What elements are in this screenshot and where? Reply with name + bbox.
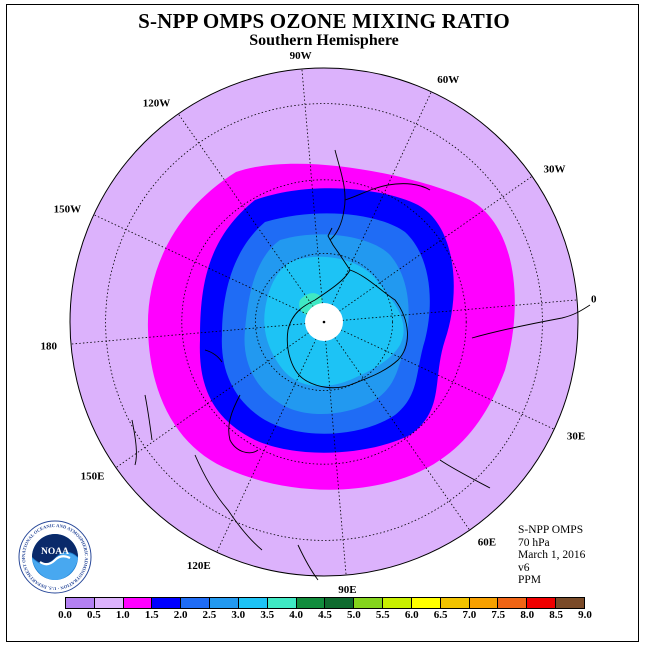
colorbar-label: 4.5	[318, 609, 332, 621]
info-version: v6	[518, 561, 530, 574]
colorbar-label: 1.0	[115, 609, 130, 621]
colorbar-segment	[66, 598, 95, 608]
longitude-label: 60W	[437, 74, 459, 86]
longitude-label: 30E	[567, 430, 585, 442]
colorbar-segment	[152, 598, 182, 608]
meridian-line	[216, 321, 325, 553]
longitude-label: 150W	[54, 204, 82, 216]
colorbar-label: 5.5	[375, 609, 390, 621]
colorbar-segment	[267, 598, 297, 608]
longitude-label: 30W	[544, 163, 566, 175]
colorbar-labels: 0.0 0.5 1.0 1.5 2.0 2.5 3.0 3.5 4.0 4.5 5.0 5.5 6.0 6…	[0, 609, 648, 623]
colorbar-segment	[469, 598, 499, 608]
colorbar-segment	[498, 598, 528, 608]
colorbar-segment	[354, 598, 384, 608]
info-level: 70 hPa	[518, 536, 550, 549]
colorbar-segment	[440, 598, 470, 608]
colorbar-label: 8.0	[520, 609, 535, 621]
meridian-line	[323, 175, 533, 323]
longitude-label: 120E	[187, 560, 211, 572]
south-pole-marker	[322, 320, 326, 324]
colorbar-segment	[411, 598, 441, 608]
meridian-line	[323, 299, 578, 323]
colorbar-label: 6.5	[433, 609, 448, 621]
coastlines	[131, 149, 591, 581]
meridian-line	[177, 113, 325, 323]
colorbar-label: 1.5	[144, 609, 159, 621]
colorbar-label: 2.0	[173, 609, 188, 621]
colorbar	[65, 597, 585, 609]
colorbar-label: 8.5	[549, 609, 563, 621]
colorbar-label: 0.0	[58, 609, 72, 621]
colorbar-label: 2.5	[202, 609, 217, 621]
colorbar-segment	[210, 598, 239, 608]
logo-text: NOAA	[41, 547, 69, 557]
colorbar-label: 4.0	[289, 609, 303, 621]
latitude-circle	[105, 103, 543, 541]
colorbar-segment	[123, 598, 153, 608]
colorbar-segment	[238, 598, 268, 608]
longitude-label: 90W	[290, 50, 312, 62]
colorbar-segment	[296, 598, 326, 608]
colorbar-label: 5.0	[347, 609, 361, 621]
colorbar-label: 7.5	[491, 609, 506, 621]
colorbar-label: 3.0	[231, 609, 246, 621]
longitude-label: 150E	[81, 471, 105, 483]
colorbar-label: 0.5	[87, 609, 101, 621]
meridian-line	[93, 214, 325, 323]
colorbar-label: 6.0	[404, 609, 419, 621]
colorbar-segment	[325, 598, 355, 608]
colorbar-segment	[527, 598, 557, 608]
colorbar-segment	[94, 598, 124, 608]
meridian-line	[323, 321, 471, 531]
colorbar-label: 3.5	[260, 609, 275, 621]
latitude-circle	[181, 179, 467, 465]
colorbar-label: 9.0	[578, 609, 592, 621]
meridian-line	[323, 321, 555, 430]
colorbar-label: 7.0	[462, 609, 477, 621]
meridian-line	[70, 321, 325, 345]
meridian-line	[301, 68, 325, 323]
colorbar-segment	[181, 598, 211, 608]
info-block: S-NPP OMPS 70 hPa March 1, 2016 v6 PPM	[518, 524, 585, 587]
plot-frame	[6, 4, 639, 642]
longitude-label: 60E	[478, 537, 496, 549]
longitude-label: 120W	[143, 98, 171, 110]
graticule	[70, 68, 578, 576]
longitude-label: 180	[41, 340, 58, 352]
info-date: March 1, 2016	[518, 549, 586, 562]
info-instrument: S-NPP OMPS	[518, 524, 584, 536]
meridian-line	[115, 321, 325, 469]
longitude-label: 0	[591, 294, 597, 306]
meridian-line	[323, 321, 347, 576]
colorbar-segment	[383, 598, 412, 608]
info-units: PPM	[518, 574, 542, 587]
longitude-labels: 90W 60W 30W 0 30E 60E 90E 120E 150E 180 150W 120W	[41, 50, 598, 596]
map-outline	[69, 67, 579, 577]
noaa-logo: NATIONAL OCEANIC AND ATMOSPHERIC ADMINIS…	[18, 520, 92, 594]
page-subtitle: Southern Hemisphere	[249, 32, 399, 49]
latitude-circle	[254, 252, 393, 391]
colorbar-segment	[556, 598, 584, 608]
longitude-label: 90E	[338, 584, 356, 596]
page-title: S-NPP OMPS OZONE MIXING RATIO	[138, 9, 510, 33]
meridian-line	[323, 91, 432, 323]
